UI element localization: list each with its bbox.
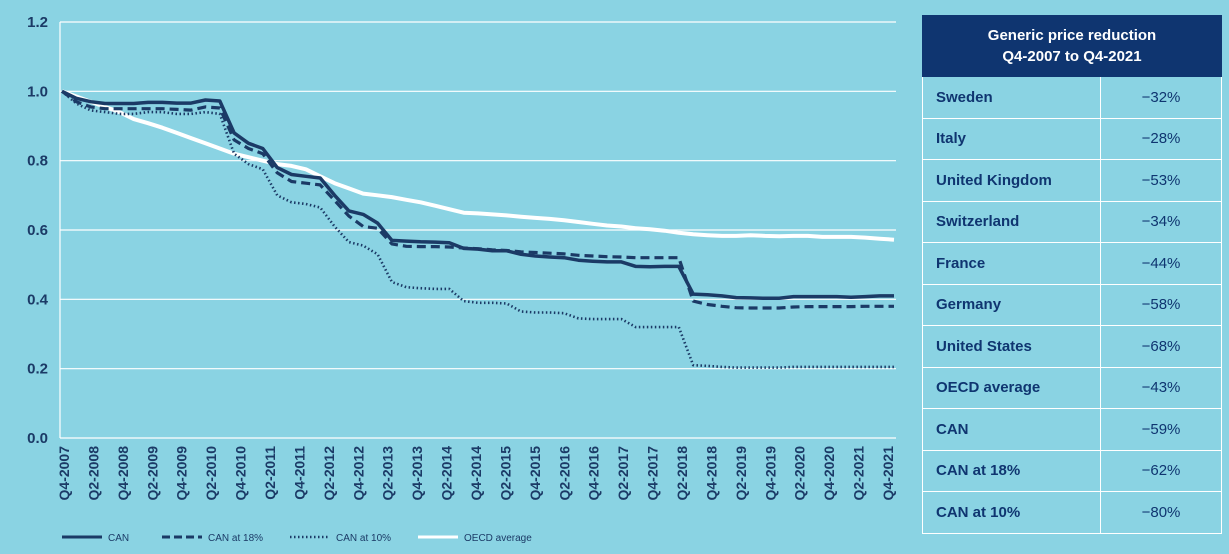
table-row: France −44% (923, 242, 1221, 284)
x-tick-label: Q2-2013 (380, 446, 396, 501)
reduction-cell: −32% (1141, 88, 1181, 106)
table-body: Sweden −32% Italy −28% United Kingdom −53% Swi… (922, 77, 1222, 534)
x-tick-label: Q2-2020 (792, 446, 808, 501)
legend-label: OECD average (464, 533, 532, 544)
x-tick-label: Q4-2015 (527, 446, 543, 501)
table-row: CAN −59% (923, 408, 1221, 450)
x-tick-label: Q4-2021 (880, 446, 896, 501)
x-tick-label: Q2-2016 (556, 446, 572, 501)
x-tick-label: Q4-2014 (468, 446, 484, 501)
x-tick-label: Q4-2020 (821, 446, 837, 501)
country-cell: Italy (923, 118, 1101, 159)
table-row: United Kingdom −53% (923, 159, 1221, 201)
legend-label: CAN at 10% (336, 533, 391, 544)
country-cell: United States (923, 326, 1101, 367)
x-tick-label: Q2-2014 (439, 446, 455, 501)
country-cell: CAN (923, 409, 1101, 450)
series-line-oecd-average (61, 89, 895, 242)
x-tick-label: Q4-2010 (233, 446, 249, 501)
series-lines (61, 89, 895, 369)
country-cell: United Kingdom (923, 160, 1101, 201)
x-tick-label: Q4-2017 (645, 446, 661, 501)
table-row: CAN at 18% −62% (923, 449, 1221, 491)
reduction-cell: −68% (1141, 337, 1181, 355)
price-reduction-table: Generic price reduction Q4-2007 to Q4-20… (922, 15, 1222, 534)
table-row: United States −68% (923, 325, 1221, 367)
x-tick-label: Q2-2009 (144, 446, 160, 501)
table-header-title: Generic price reduction (987, 27, 1157, 44)
table-row: Italy −28% (923, 117, 1221, 159)
x-tick-label: Q4-2016 (586, 446, 602, 501)
series-line-can-at-18- (61, 90, 894, 310)
table-row: OECD average −43% (923, 366, 1221, 408)
y-tick-label: 0.8 (27, 153, 48, 170)
legend: CAN CAN at 18% CAN at 10% OECD average (62, 533, 532, 544)
country-cell: Sweden (923, 77, 1101, 118)
x-tick-label: Q4-2013 (409, 446, 425, 501)
x-tick-label: Q4-2019 (762, 446, 778, 501)
x-tick-label: Q2-2015 (497, 446, 513, 501)
country-cell: Switzerland (923, 201, 1101, 242)
y-tick-label: 0.4 (27, 291, 49, 308)
series-line-can-at-10- (61, 90, 894, 369)
country-cell: Germany (923, 284, 1101, 325)
legend-label: CAN at 18% (208, 533, 263, 544)
reduction-cell: −53% (1141, 171, 1181, 189)
y-tick-label: 1.0 (27, 83, 48, 100)
y-tick-label: 0.2 (27, 361, 48, 378)
x-tick-label: Q2-2011 (262, 446, 278, 500)
x-tick-label: Q4-2007 (56, 446, 72, 501)
x-tick-label: Q4-2018 (703, 446, 719, 501)
reduction-cell: −43% (1141, 379, 1181, 397)
x-tick-label: Q2-2021 (851, 446, 867, 501)
legend-label: CAN (108, 533, 129, 544)
x-tick-label: Q4-2011 (291, 446, 307, 500)
country-cell: OECD average (923, 367, 1101, 408)
y-tick-label: 0.0 (27, 430, 48, 447)
reduction-cell: −59% (1141, 420, 1181, 438)
grid-lines (60, 21, 896, 370)
x-tick-label: Q4-2012 (350, 446, 366, 501)
x-tick-label: Q2-2008 (85, 446, 101, 501)
line-chart: 0.00.20.40.60.81.01.2 Q4-2007 Q2-2008 Q4-2… (27, 14, 896, 544)
series-line-can (61, 89, 894, 301)
table-row: CAN at 10% −80% (923, 491, 1221, 533)
reduction-cell: −44% (1141, 254, 1181, 272)
country-cell: CAN at 10% (923, 492, 1101, 533)
reduction-cell: −62% (1141, 462, 1181, 480)
x-tick-label: Q2-2019 (733, 446, 749, 501)
x-tick-label: Q2-2017 (615, 446, 631, 501)
y-tick-label: 0.6 (27, 222, 48, 239)
table-header-period: Q4-2007 to Q4-2021 (1002, 48, 1142, 65)
y-axis: 0.0 0.2 0.4 0.6 0.8 1.0 1.2 (27, 14, 61, 447)
x-tick-label: Q4-2008 (115, 446, 131, 501)
table-row: Germany −58% (923, 283, 1221, 325)
table-row: Switzerland −34% (923, 200, 1221, 242)
x-tick-label: Q2-2012 (321, 446, 337, 501)
reduction-cell: −80% (1141, 503, 1181, 521)
reduction-cell: −58% (1141, 296, 1181, 314)
reduction-cell: −34% (1141, 213, 1181, 231)
x-axis: Q4-2007 Q2-2008 Q4-2008 Q2-2009 Q4-2009 Q2-20… (56, 437, 896, 501)
table-header: Generic price reduction Q4-2007 to Q4-20… (922, 15, 1222, 77)
x-tick-label: Q2-2018 (674, 446, 690, 501)
y-tick-label: 1.2 (27, 14, 48, 31)
reduction-cell: −28% (1141, 130, 1181, 148)
x-tick-label: Q2-2010 (203, 446, 219, 501)
table-row: Sweden −32% (923, 77, 1221, 118)
country-cell: CAN at 18% (923, 450, 1101, 491)
x-tick-label: Q4-2009 (174, 446, 190, 501)
country-cell: France (923, 243, 1101, 284)
